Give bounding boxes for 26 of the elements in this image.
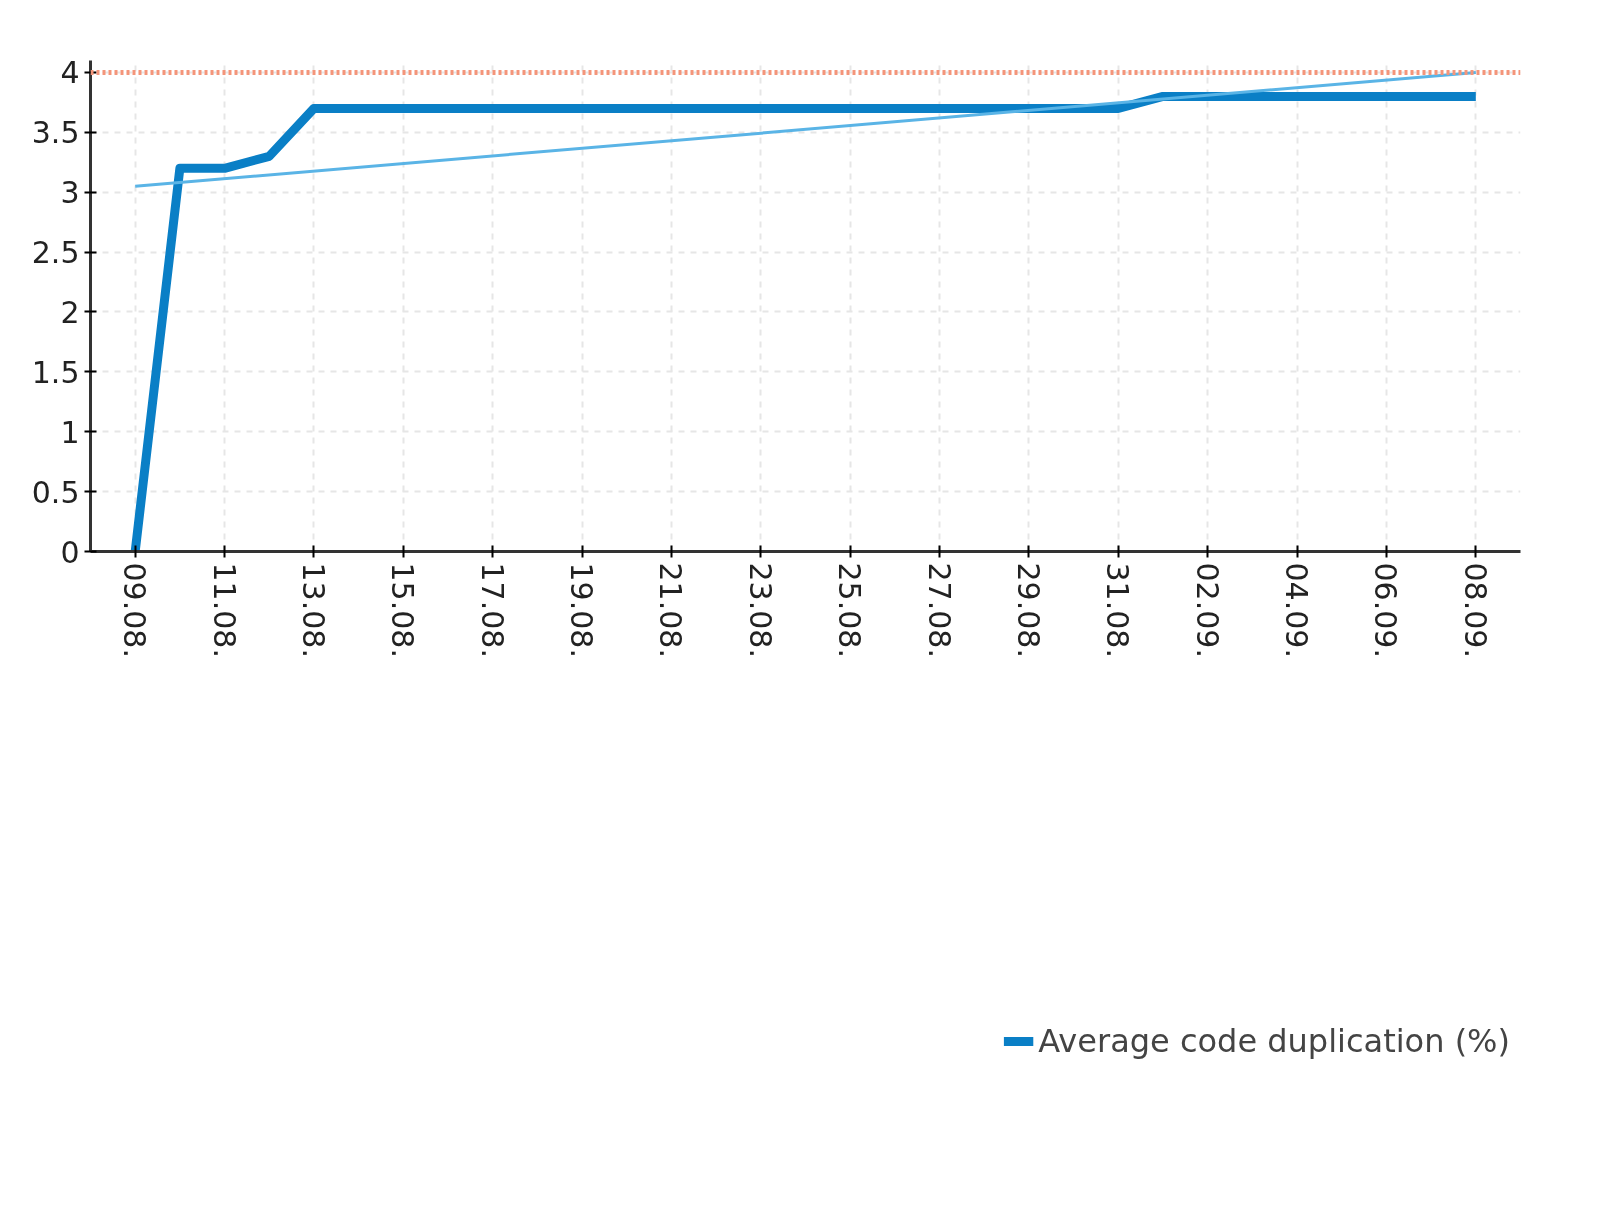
x-tick-label: 04.09.	[1279, 562, 1315, 658]
x-tick-label: 23.08.	[742, 562, 778, 658]
y-tick-label: 2	[60, 294, 80, 330]
x-tick-label: 17.08.	[474, 562, 510, 658]
x-tick-label: 11.08.	[206, 562, 242, 658]
x-tick-label: 27.08.	[921, 562, 957, 658]
x-tick-label: 09.08.	[117, 562, 153, 658]
y-tick-label: 2.5	[31, 235, 80, 271]
x-tick-label: 08.09.	[1457, 562, 1493, 658]
y-tick-label: 3.5	[31, 115, 80, 151]
y-tick-label: 1	[60, 414, 80, 450]
x-tick-label: 06.09.	[1368, 562, 1404, 658]
x-tick-label: 31.08.	[1100, 562, 1136, 658]
x-tick-label: 02.09.	[1189, 562, 1225, 658]
x-tick-label: 13.08.	[295, 562, 331, 658]
y-tick-label: 1.5	[31, 354, 80, 390]
y-tick-label: 0.5	[31, 474, 80, 510]
y-tick-label: 3	[60, 175, 80, 211]
y-tick-label: 4	[60, 55, 80, 91]
x-tick-label: 19.08.	[564, 562, 600, 658]
x-tick-label: 15.08.	[385, 562, 421, 658]
x-tick-label: 21.08.	[653, 562, 689, 658]
y-tick-label: 0	[60, 534, 80, 570]
x-tick-label: 25.08.	[832, 562, 868, 658]
x-tick-label: 29.08.	[1010, 562, 1046, 658]
legend-label: Average code duplication (%)	[1038, 1021, 1510, 1060]
